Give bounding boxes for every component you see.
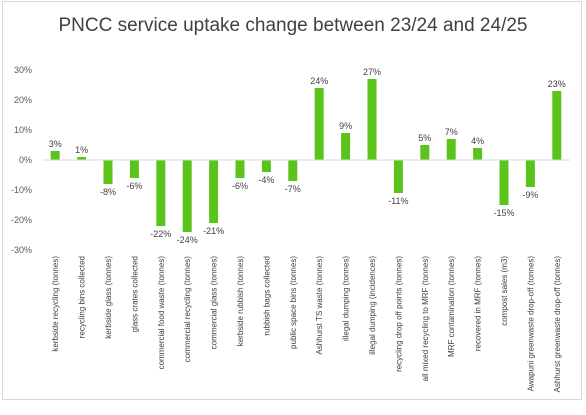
data-label: -15%	[493, 208, 514, 218]
category-label: kerbside recycling (tonnes)	[51, 256, 60, 352]
bar	[552, 91, 562, 160]
bar	[156, 160, 166, 226]
category-label: commercial glass (tonnes)	[210, 256, 219, 350]
data-label: 7%	[445, 127, 458, 137]
data-label: -11%	[388, 196, 408, 206]
y-axis-ticks: 30% 20% 10% 0% -10% -20% -30%	[11, 65, 32, 255]
data-label: -4%	[258, 175, 274, 185]
data-label: 24%	[310, 76, 328, 86]
data-label: -6%	[126, 181, 142, 191]
data-label: -24%	[177, 235, 198, 245]
category-label: kerbside glass (tonnes)	[104, 256, 113, 339]
data-label: -6%	[232, 181, 248, 191]
data-label: 4%	[471, 136, 484, 146]
y-tick-label: 20%	[14, 95, 32, 105]
data-label: -22%	[150, 229, 171, 239]
caption-strip	[0, 401, 586, 415]
category-label: Ashhurst greenwaste drop-off (tonnes)	[553, 256, 562, 393]
category-label: commercial food waste (tonnes)	[157, 256, 166, 370]
data-label: 27%	[363, 67, 381, 77]
data-label: -8%	[100, 187, 116, 197]
chart-title: PNCC service uptake change between 23/24…	[58, 15, 528, 36]
y-tick-label: -30%	[11, 245, 32, 255]
y-tick-label: 0%	[19, 155, 32, 165]
bar	[50, 151, 60, 160]
category-label: rubbish bags collected	[262, 256, 271, 336]
data-label: 3%	[49, 139, 62, 149]
chart-frame: PNCC service uptake change between 23/24…	[2, 1, 582, 400]
bar	[235, 160, 245, 178]
category-label: Ashhurst TS waste (tonnes)	[315, 256, 324, 355]
bar	[525, 160, 535, 187]
data-label: -9%	[522, 190, 538, 200]
data-label: 9%	[339, 121, 352, 131]
category-label: Awapuni greenwaste drop-off (tonnes)	[526, 256, 535, 392]
y-tick-label: -10%	[11, 185, 32, 195]
y-tick-label: -20%	[11, 215, 32, 225]
bar	[341, 133, 351, 160]
category-label: compost sales (m3)	[500, 256, 509, 326]
bar	[420, 145, 430, 160]
bar	[209, 160, 219, 223]
category-label: glass crates collected	[130, 256, 139, 332]
category-label: recycling drop off points (tonnes)	[394, 256, 403, 372]
category-label: illegal dumping (tonnes)	[342, 256, 351, 341]
bar	[499, 160, 509, 205]
y-tick-label: 10%	[14, 125, 32, 135]
bar	[473, 148, 483, 160]
category-label: illegal dumping (incidences)	[368, 256, 377, 355]
data-label: -7%	[285, 184, 301, 194]
bar	[446, 139, 456, 160]
category-label: recycling bins collected	[78, 256, 87, 338]
bar	[393, 160, 403, 193]
data-label: 1%	[75, 145, 88, 155]
data-labels: 3% 1% -8% -6% -22% -24% -21% -6% -4% -7% 24% 9% 27% -…	[49, 67, 566, 245]
bar	[103, 160, 113, 184]
category-label: all mixed recycling to MRF (tonnes)	[421, 256, 430, 382]
bar	[314, 88, 324, 160]
data-label: -21%	[203, 226, 224, 236]
bar	[77, 157, 87, 160]
bar	[288, 160, 298, 181]
bar	[129, 160, 139, 178]
bar	[182, 160, 192, 232]
category-label: commercial recycling (tonnes)	[183, 256, 192, 363]
bar	[261, 160, 271, 172]
data-label: 23%	[548, 79, 566, 89]
category-label: MRF contamination (tonnes)	[447, 256, 456, 357]
category-label: recovered in MRF (tonnes)	[474, 256, 483, 351]
category-label: kerbside rubbish (tonnes)	[236, 256, 245, 347]
bar	[367, 79, 377, 160]
bars	[50, 79, 562, 232]
category-labels: kerbside recycling (tonnes) recycling bin…	[51, 256, 562, 393]
y-tick-label: 30%	[14, 65, 32, 75]
data-label: 5%	[418, 133, 431, 143]
category-label: public space bins (tonnes)	[289, 256, 298, 349]
